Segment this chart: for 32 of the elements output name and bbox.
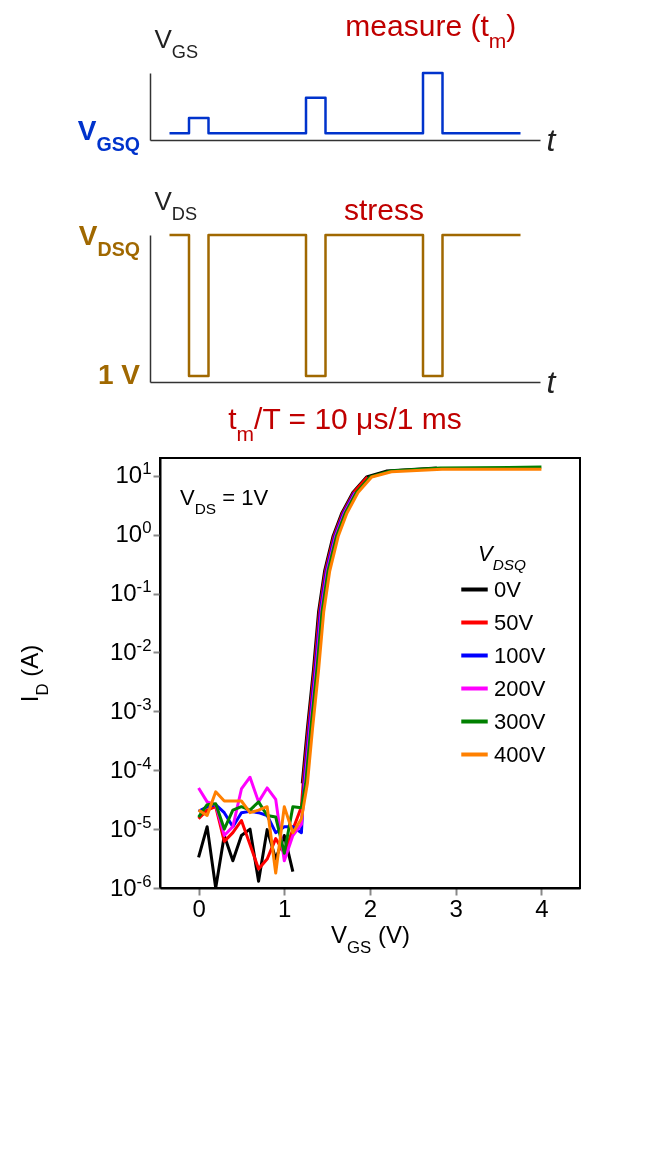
- y-tick-label: 10$^{-5}$: [109, 812, 152, 842]
- text: stress: [343, 193, 425, 226]
- y-tick-label: 10$^{-4}$: [109, 753, 152, 783]
- y-tick-label: 10$^{-6}$: [109, 871, 152, 901]
- y-tick-label: 10$^{1}$: [115, 458, 152, 489]
- y-tick-label: 10$^{-2}$: [109, 635, 152, 665]
- y-axis-title: V$_{DS}$: [154, 185, 198, 224]
- x-tick-label: 2: [363, 894, 378, 922]
- legend-label: 50V: [494, 609, 534, 635]
- x-tick-label: 1: [278, 894, 292, 922]
- y-tick-label: 10$^{-1}$: [109, 576, 152, 607]
- legend-label: 200V: [494, 675, 546, 701]
- text: V$_{DSQ}$: [78, 220, 140, 260]
- x-axis-title: V$_{GS}$ (V): [331, 920, 410, 956]
- x-axis-title: t: [546, 121, 557, 158]
- text: measure (t$_{m}$): [345, 9, 517, 52]
- text: V$_{GSQ}$: [77, 115, 140, 155]
- legend-title: V$_{DSQ}$: [477, 541, 527, 573]
- x-tick-label: 0: [192, 894, 206, 922]
- text: 1 V: [97, 359, 141, 390]
- x-tick-label: 4: [535, 894, 549, 922]
- text: t$_{m}$/T = 10 μs/1 ms: [228, 402, 462, 445]
- legend-label: 0V: [494, 576, 522, 602]
- x-axis-title: t: [546, 363, 557, 400]
- y-tick-label: 10$^{-3}$: [109, 694, 152, 724]
- y-tick-label: 10$^{0}$: [115, 517, 152, 548]
- x-tick-label: 3: [449, 894, 463, 922]
- legend-label: 400V: [494, 741, 546, 767]
- y-axis-title: V$_{GS}$: [154, 23, 199, 62]
- legend-label: 100V: [494, 642, 546, 668]
- annotation: V$_{DS}$ = 1V: [180, 485, 269, 517]
- legend-label: 300V: [494, 708, 546, 734]
